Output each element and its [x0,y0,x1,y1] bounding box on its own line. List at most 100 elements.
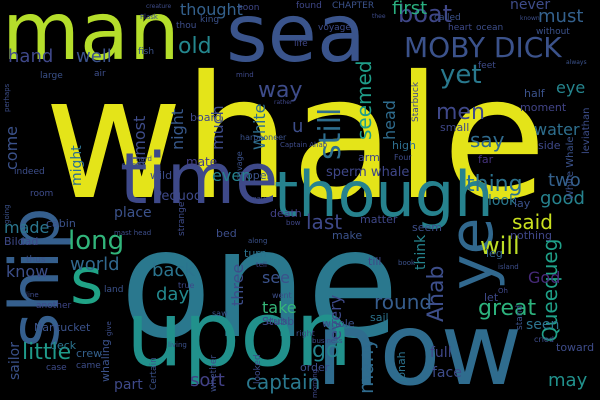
word: mind [236,71,254,79]
word: two [548,170,581,191]
word: fish [138,47,155,57]
word: eye [556,78,586,97]
word: thee [372,13,386,20]
word: sea [226,0,366,80]
word: air [94,69,106,79]
word: called [434,13,461,23]
word: God [528,268,561,287]
word: take [262,298,297,317]
word: thought [180,0,243,19]
word: see [262,268,291,287]
word: tell [256,261,267,269]
word: black [266,317,288,326]
word: u [292,116,304,137]
word: though [274,158,494,231]
word: look [488,193,518,209]
word: seen [526,317,560,333]
word: way [258,78,303,103]
word: known [520,15,540,22]
word: indeed [14,167,45,177]
word: Stubb [262,315,295,328]
word: going [3,204,11,224]
word: boat [398,0,453,28]
word: captain [246,370,321,394]
word: line [26,291,39,299]
word: crew [76,347,103,360]
word: order [300,361,330,374]
word: room [30,189,54,199]
word: high [392,139,416,152]
word: will [480,232,520,260]
word: wild [150,169,173,182]
word: voyage [318,23,351,33]
word: moment [520,101,567,114]
word: Oh [498,287,508,295]
word: arm [358,151,380,164]
word: mate [186,155,218,169]
word: Flask [140,13,158,21]
word: might [69,145,85,186]
word: gave [252,195,270,203]
word: side [538,139,561,152]
word: think [413,234,429,270]
word: never [510,0,551,13]
word: Four [394,153,412,162]
word: night [168,108,187,150]
word: business [312,337,343,345]
word: whether [209,354,219,392]
word: case [46,363,67,373]
word: White [250,103,269,150]
word: man [2,0,180,78]
word: matter [360,213,398,226]
word: make [332,229,363,242]
word: go [312,338,340,363]
word: one [120,198,400,372]
word: said [512,210,553,234]
word: old [178,34,212,59]
word: along [248,237,268,245]
word: went [272,291,292,300]
word: lay [514,197,531,210]
word: bow [286,219,301,227]
word: ocean [476,23,504,33]
word: thou [176,21,197,31]
word: time [120,138,279,220]
word: many [354,337,378,394]
word: let [484,291,499,304]
word: island [498,263,519,271]
word: half [524,87,545,100]
word: great [478,296,537,321]
word: give [105,321,113,336]
word: part [114,377,143,393]
word: back [152,260,195,281]
word: stand [515,304,525,330]
word: full [430,345,452,361]
word: far [478,153,494,166]
word: well [76,46,112,67]
word: know [6,262,49,281]
word: CHAPTER [332,1,375,11]
word: sailor [7,342,23,380]
word: mast head [114,229,152,237]
word: Pequod [154,189,203,204]
word: king [200,15,220,25]
word: till [368,255,382,268]
word: heart [448,23,472,33]
word: three [228,263,247,306]
word: yet [440,60,482,90]
word: upon [126,282,353,387]
word: found [296,1,322,11]
word: Bildad [4,235,39,248]
word: sort [190,370,225,391]
word: now [316,291,523,400]
word: whole [322,317,355,330]
word: thing [466,172,523,197]
word: whaling [99,339,112,382]
word: sail [370,311,389,324]
word: small [440,121,470,134]
word: good [540,188,585,209]
word: men [436,100,485,125]
word: Certain [149,357,159,390]
word: perhaps [3,83,11,112]
